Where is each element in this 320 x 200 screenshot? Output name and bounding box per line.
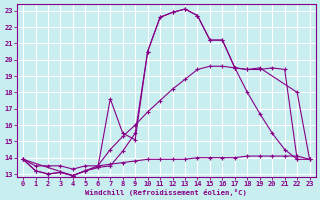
X-axis label: Windchill (Refroidissement éolien,°C): Windchill (Refroidissement éolien,°C) [85, 189, 247, 196]
